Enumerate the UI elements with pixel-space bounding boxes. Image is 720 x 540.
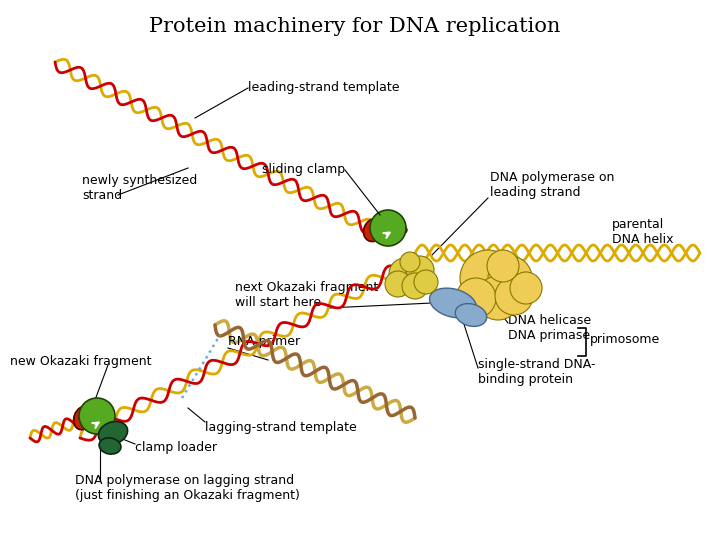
Ellipse shape [364, 219, 384, 241]
Circle shape [389, 258, 421, 290]
Text: clamp loader: clamp loader [135, 442, 217, 455]
Text: primosome: primosome [590, 334, 660, 347]
Ellipse shape [430, 288, 477, 318]
Circle shape [487, 250, 519, 282]
Circle shape [385, 271, 411, 297]
Circle shape [510, 272, 542, 304]
Circle shape [370, 210, 406, 246]
Text: DNA helicase
DNA primase: DNA helicase DNA primase [508, 314, 591, 342]
Circle shape [402, 273, 428, 299]
Text: newly synthesized
strand: newly synthesized strand [82, 174, 197, 202]
Text: parental
DNA helix: parental DNA helix [612, 218, 673, 246]
Ellipse shape [99, 438, 121, 454]
Circle shape [456, 278, 496, 318]
Ellipse shape [397, 226, 407, 234]
Ellipse shape [99, 421, 127, 444]
Circle shape [476, 276, 520, 320]
Circle shape [488, 256, 532, 300]
Ellipse shape [455, 303, 487, 326]
Circle shape [495, 277, 533, 315]
Circle shape [460, 250, 516, 306]
Text: Protein machinery for DNA replication: Protein machinery for DNA replication [149, 17, 561, 36]
Text: leading-strand template: leading-strand template [248, 82, 400, 94]
Text: DNA polymerase on
leading strand: DNA polymerase on leading strand [490, 171, 614, 199]
Circle shape [79, 398, 115, 434]
Text: single-strand DNA-
binding protein: single-strand DNA- binding protein [478, 358, 595, 386]
Text: new Okazaki fragment: new Okazaki fragment [10, 355, 151, 368]
Text: RNA primer: RNA primer [228, 335, 300, 348]
Circle shape [406, 256, 434, 284]
Text: sliding clamp: sliding clamp [262, 164, 345, 177]
Circle shape [400, 252, 420, 272]
Ellipse shape [73, 406, 92, 430]
Text: next Okazaki fragment
will start here: next Okazaki fragment will start here [235, 281, 378, 309]
Text: DNA polymerase on lagging strand
(just finishing an Okazaki fragment): DNA polymerase on lagging strand (just f… [75, 474, 300, 502]
Circle shape [414, 270, 438, 294]
Text: lagging-strand template: lagging-strand template [205, 422, 356, 435]
